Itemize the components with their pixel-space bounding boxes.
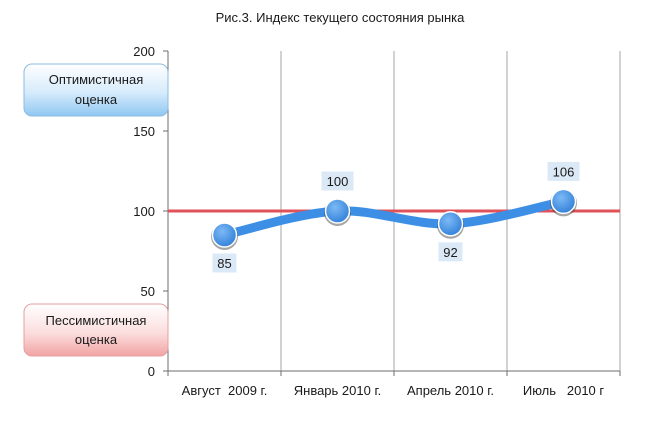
data-labels: 85 100 92 106 — [212, 161, 580, 273]
y-tick-label: 100 — [133, 204, 155, 219]
optimistic-annotation: Оптимистичная оценка — [23, 63, 169, 117]
data-label-bg — [438, 242, 463, 262]
pessimistic-box — [23, 303, 169, 357]
data-label: 92 — [443, 245, 457, 260]
x-category-label: Июль 2010 г — [523, 383, 605, 398]
data-label-bg — [547, 161, 580, 181]
data-label: 100 — [327, 174, 349, 189]
pessimistic-annotation: Пессимистичная оценка — [23, 303, 169, 357]
optimistic-line1: Оптимистичная — [49, 72, 144, 87]
data-point — [550, 188, 577, 215]
data-label-bg — [321, 171, 354, 191]
x-category-label: Январь 2010 г. — [294, 383, 381, 398]
data-point — [211, 222, 238, 248]
chart-title: Рис.3. Индекс текущего состояния рынка — [216, 10, 466, 25]
x-category-label: Апрель 2010 г. — [407, 383, 494, 398]
series-line — [220, 196, 568, 240]
data-point — [437, 211, 464, 237]
pessimistic-line2: оценка — [75, 332, 118, 347]
y-tick-label: 50 — [141, 284, 155, 299]
axes: 0 50 100 150 200 Август 2009 г. Январь 2010 г.… — [133, 44, 621, 398]
x-category-label: Август 2009 г. — [182, 383, 268, 398]
optimistic-box — [23, 63, 169, 117]
y-tick-label: 0 — [148, 364, 155, 379]
y-tick-label: 200 — [133, 44, 155, 59]
y-tick-label: 150 — [133, 124, 155, 139]
series-layer — [211, 188, 577, 250]
data-label-bg — [212, 253, 237, 273]
data-point — [324, 198, 351, 224]
data-label: 106 — [553, 164, 575, 179]
optimistic-line2: оценка — [75, 92, 118, 107]
data-label: 85 — [217, 256, 231, 271]
pessimistic-line1: Пессимистичная — [46, 313, 147, 328]
